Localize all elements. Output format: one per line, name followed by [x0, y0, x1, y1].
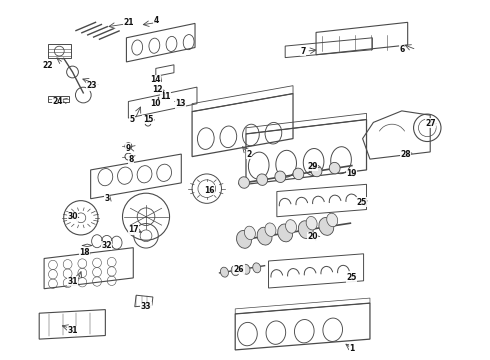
Ellipse shape	[237, 230, 251, 248]
Ellipse shape	[257, 174, 268, 185]
Text: 8: 8	[129, 155, 134, 163]
Text: 30: 30	[67, 212, 78, 221]
Text: 31: 31	[67, 326, 78, 335]
Ellipse shape	[245, 226, 255, 240]
Text: 6: 6	[399, 45, 404, 54]
Text: 31: 31	[67, 277, 78, 286]
Ellipse shape	[257, 227, 272, 245]
Text: 32: 32	[101, 241, 112, 250]
Text: 27: 27	[425, 119, 436, 128]
Text: 14: 14	[150, 76, 161, 85]
Ellipse shape	[306, 216, 317, 230]
Ellipse shape	[293, 168, 304, 180]
Text: 10: 10	[150, 99, 161, 108]
Text: 11: 11	[160, 92, 171, 101]
Text: 21: 21	[123, 18, 134, 27]
Text: 18: 18	[79, 248, 90, 257]
Text: 5: 5	[130, 115, 135, 124]
Ellipse shape	[286, 220, 296, 233]
Ellipse shape	[239, 177, 249, 188]
Text: 7: 7	[300, 47, 305, 56]
Text: 17: 17	[128, 225, 139, 234]
Text: 12: 12	[152, 85, 163, 94]
Ellipse shape	[298, 221, 313, 239]
Text: 28: 28	[400, 150, 411, 159]
Text: 25: 25	[356, 198, 367, 207]
Ellipse shape	[253, 263, 261, 273]
Text: 25: 25	[346, 274, 357, 282]
Text: 26: 26	[234, 265, 245, 274]
Ellipse shape	[278, 224, 293, 242]
Ellipse shape	[319, 217, 334, 235]
Text: 9: 9	[126, 144, 131, 153]
Ellipse shape	[220, 267, 228, 277]
Ellipse shape	[275, 171, 286, 183]
Text: 4: 4	[153, 17, 158, 26]
Text: 1: 1	[349, 344, 354, 353]
Text: 33: 33	[141, 302, 151, 311]
Text: 19: 19	[346, 169, 357, 178]
Text: 2: 2	[246, 150, 251, 159]
Text: 20: 20	[307, 233, 318, 242]
Text: 13: 13	[175, 99, 186, 108]
Ellipse shape	[265, 223, 276, 237]
Ellipse shape	[329, 162, 340, 174]
Text: 23: 23	[87, 81, 98, 90]
Text: 24: 24	[52, 97, 63, 106]
Ellipse shape	[231, 266, 239, 276]
Text: 15: 15	[143, 115, 153, 124]
Ellipse shape	[327, 213, 338, 227]
Text: 29: 29	[307, 162, 318, 171]
Ellipse shape	[311, 165, 322, 177]
Text: 22: 22	[43, 61, 53, 70]
Ellipse shape	[242, 264, 250, 274]
Text: 16: 16	[204, 186, 215, 195]
Text: 3: 3	[104, 194, 109, 203]
